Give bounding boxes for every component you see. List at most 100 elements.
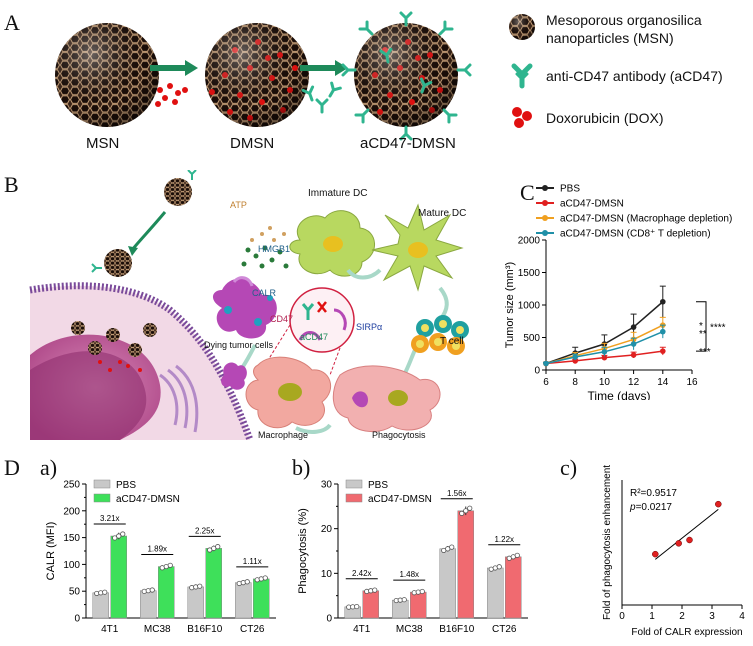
nanoparticle-approach bbox=[91, 170, 197, 277]
replicate-dot bbox=[496, 564, 502, 570]
tumor-growth-chart: 0 500 1000 1500 2000 6 8 10 12 14 16 Time (days) Tum… bbox=[504, 184, 732, 401]
legend-swatch-1 bbox=[345, 493, 363, 503]
x-tick-label-2: 2 bbox=[679, 611, 685, 622]
legend-marker-1 bbox=[542, 200, 548, 206]
replicate-dot bbox=[167, 562, 173, 568]
y-tick-label-3: 1500 bbox=[518, 268, 541, 279]
label-phagocytosis: Phagocytosis bbox=[372, 430, 426, 440]
sig-star-1: * bbox=[699, 321, 703, 332]
category-label-2: B16F10 bbox=[439, 624, 474, 635]
bar-1-0 bbox=[362, 590, 379, 619]
x-tick-label-4: 4 bbox=[739, 611, 745, 622]
data-point bbox=[660, 328, 666, 335]
fold-label-1: 1.89x bbox=[147, 545, 167, 554]
legend-marker-2 bbox=[542, 215, 548, 221]
data-point bbox=[601, 349, 608, 355]
panel-d-sub-a: a) bbox=[40, 455, 58, 480]
y-tick-label-4: 2000 bbox=[518, 236, 541, 247]
fold-label-3: 1.11x bbox=[243, 557, 262, 566]
legend-swatch-1 bbox=[93, 493, 111, 503]
label-sirpa: SIRPα bbox=[356, 322, 383, 332]
legend-label-0: PBS bbox=[368, 480, 388, 491]
replicate-dot bbox=[262, 575, 268, 581]
bar-1-0 bbox=[110, 535, 127, 619]
y-axis-label: Phagocytosis (%) bbox=[297, 508, 309, 594]
replicate-dot bbox=[419, 588, 425, 595]
replicate-dot bbox=[401, 597, 407, 603]
panel-b-letter: B bbox=[4, 172, 19, 197]
bar-1-2 bbox=[457, 510, 474, 619]
sig-star-3: *** bbox=[699, 347, 711, 358]
replicate-dot bbox=[120, 531, 126, 537]
y-tick-label-2: 1000 bbox=[518, 301, 541, 312]
legend-swatch-0 bbox=[93, 479, 111, 489]
acd47-dmsn-particle bbox=[341, 11, 472, 141]
arrow-dmsn-to-acd47 bbox=[300, 60, 348, 114]
sig-bracket bbox=[696, 301, 707, 352]
panel-d-sub-b: b) bbox=[292, 455, 311, 480]
panel-d-sub-c: c) bbox=[560, 455, 578, 480]
panel-a-illustration bbox=[55, 11, 535, 141]
y-tick-label-6: 150 bbox=[63, 533, 80, 544]
y-tick-label-1: 500 bbox=[523, 333, 540, 344]
fold-label-0: 3.21x bbox=[100, 514, 120, 523]
bar-0-2 bbox=[187, 586, 204, 619]
msn-particle bbox=[55, 23, 159, 127]
y-tick-label-4: 20 bbox=[321, 524, 333, 535]
category-label-2: B16F10 bbox=[187, 624, 222, 635]
replicate-dot bbox=[449, 544, 455, 550]
fold-label-0: 2.42x bbox=[352, 569, 372, 578]
antibody-icon bbox=[511, 63, 533, 89]
data-point bbox=[630, 324, 637, 330]
y-tick-label-10: 250 bbox=[63, 480, 80, 491]
replicate-dot bbox=[354, 603, 360, 610]
bar-1-1 bbox=[410, 591, 427, 619]
legend-label-0: PBS bbox=[560, 184, 580, 195]
legend-label-0: PBS bbox=[116, 480, 136, 491]
particle-label-acd47-dmsn: aCD47-DMSN bbox=[360, 135, 456, 152]
bar-1-3 bbox=[253, 578, 270, 619]
r-squared-label: R²=0.9517 bbox=[630, 488, 677, 499]
sig-star-2: ** bbox=[699, 329, 707, 340]
bar-0-0 bbox=[92, 592, 109, 619]
replicate-dot bbox=[463, 508, 469, 514]
category-label-0: 4T1 bbox=[101, 624, 119, 635]
label-acd47: aCD47 bbox=[300, 332, 329, 342]
t-cell-cluster bbox=[411, 315, 469, 355]
label-hmgb1: HMGB1 bbox=[258, 244, 291, 254]
scatter-point-0 bbox=[652, 550, 659, 558]
y-tick-label-0: 0 bbox=[326, 614, 332, 625]
x-tick-label-3: 3 bbox=[709, 611, 715, 622]
legend-antibody: anti-CD47 antibody (aCD47) bbox=[546, 68, 723, 84]
dying-tumor-cell bbox=[212, 226, 289, 339]
y-tick-label-0: 0 bbox=[534, 366, 540, 377]
panel-a-letter: A bbox=[4, 10, 20, 35]
legend-msn-line1: Mesoporous organosilica bbox=[546, 12, 702, 28]
y-tick-label-2: 10 bbox=[321, 569, 333, 580]
arrow-msn-to-dmsn bbox=[150, 60, 198, 107]
cd47-sirpa-zoom bbox=[264, 287, 355, 376]
legend-marker-0 bbox=[542, 185, 548, 191]
x-tick-label-4: 14 bbox=[657, 377, 669, 388]
bar-0-2 bbox=[439, 548, 456, 619]
category-label-1: MC38 bbox=[396, 624, 423, 635]
tumor-cell bbox=[29, 282, 254, 440]
x-axis-label: Fold of CALR expression bbox=[631, 627, 742, 638]
legend-dox: Doxorubicin (DOX) bbox=[546, 110, 664, 126]
legend-msn-line2: nanoparticles (MSN) bbox=[546, 30, 674, 46]
data-point bbox=[660, 348, 666, 354]
legend-label-1: aCD47-DMSN bbox=[116, 494, 180, 505]
legend-label-1: aCD47-DMSN bbox=[368, 494, 432, 505]
bar-1-1 bbox=[158, 566, 175, 619]
fold-label-3: 1.22x bbox=[494, 535, 514, 544]
x-tick-label-0: 6 bbox=[543, 377, 549, 388]
replicate-dot bbox=[116, 533, 122, 539]
x-tick-label-2: 10 bbox=[599, 377, 611, 388]
scatter-point-1 bbox=[675, 540, 682, 547]
data-point bbox=[630, 352, 637, 358]
fold-label-2: 1.56x bbox=[447, 489, 467, 498]
fold-label-2: 2.25x bbox=[195, 526, 215, 535]
label-immature-dc: Immature DC bbox=[308, 188, 368, 199]
category-label-1: MC38 bbox=[144, 624, 171, 635]
bar-0-3 bbox=[235, 582, 252, 619]
